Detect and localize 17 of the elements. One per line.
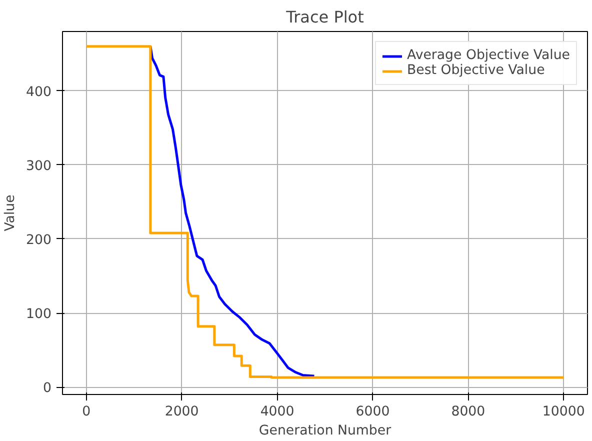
x-axis-title: Generation Number <box>258 424 392 438</box>
y-tick-label: 300 <box>26 158 52 174</box>
legend-label: Best Objective Value <box>406 63 545 78</box>
chart-title: Trace Plot <box>285 8 364 26</box>
x-tick-label: 2000 <box>164 404 199 420</box>
x-tick-label: 0 <box>82 404 91 420</box>
y-tick-label: 0 <box>43 381 52 396</box>
y-tick-label: 200 <box>26 232 52 248</box>
x-tick-label: 6000 <box>356 404 390 420</box>
x-tick-label: 8000 <box>451 404 486 420</box>
legend-label: Average Objective Value <box>406 48 570 63</box>
y-axis-title: Value <box>3 194 18 232</box>
y-tick-label: 100 <box>26 307 52 322</box>
line-series <box>149 45 316 378</box>
y-tick-label: 400 <box>26 84 52 100</box>
x-tick-label: 10000 <box>542 404 585 420</box>
x-tick-label: 4000 <box>260 404 294 420</box>
